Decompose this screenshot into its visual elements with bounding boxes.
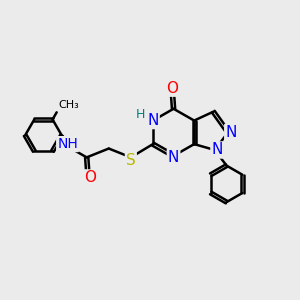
Text: N: N (168, 150, 179, 165)
Text: H: H (136, 108, 145, 121)
Text: S: S (126, 153, 136, 168)
Text: N: N (147, 113, 159, 128)
Text: O: O (166, 81, 178, 96)
Text: O: O (84, 170, 96, 185)
Text: CH₃: CH₃ (59, 100, 80, 110)
Text: NH: NH (57, 137, 78, 151)
Text: N: N (225, 125, 237, 140)
Text: N: N (212, 142, 223, 158)
